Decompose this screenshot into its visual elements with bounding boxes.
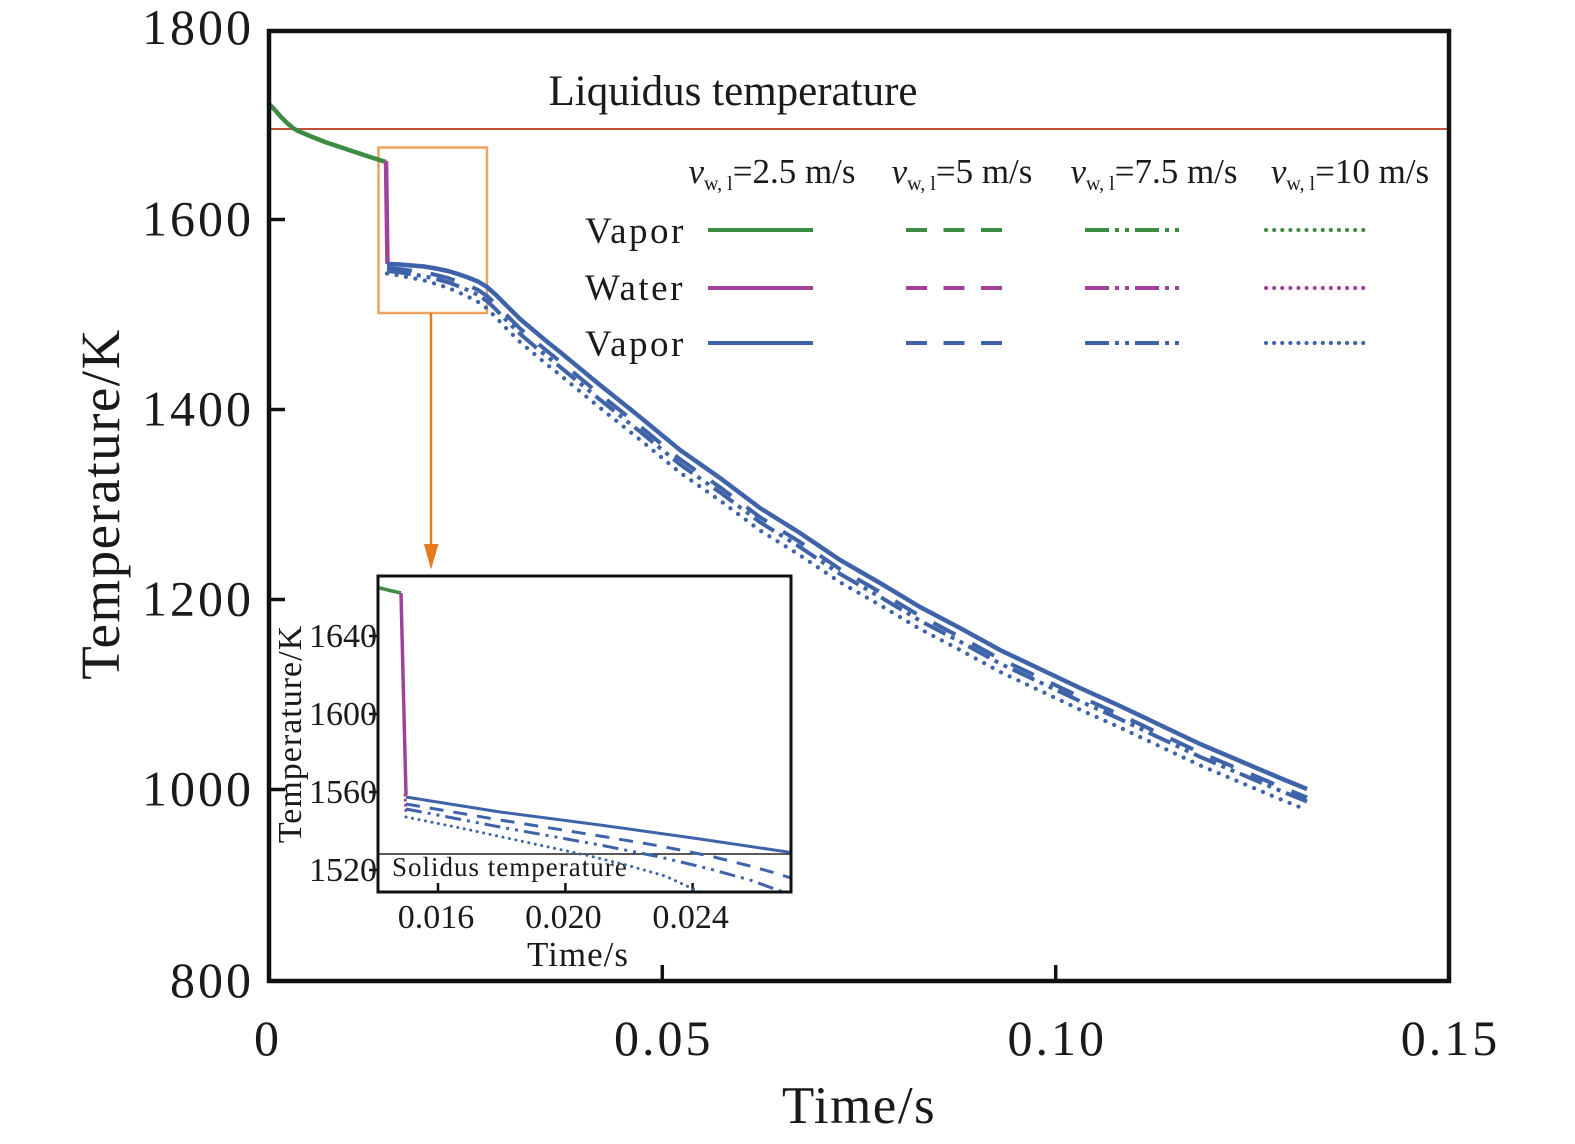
svg-text:Water: Water — [585, 268, 685, 309]
svg-text:1400: 1400 — [142, 381, 254, 437]
svg-text:0.05: 0.05 — [614, 1010, 714, 1066]
svg-text:Solidus temperature: Solidus temperature — [392, 852, 628, 882]
svg-text:Temperature/K: Temperature/K — [272, 625, 309, 843]
svg-text:1800: 1800 — [142, 0, 254, 55]
svg-text:Temperature/K: Temperature/K — [70, 328, 131, 680]
svg-text:1520: 1520 — [309, 852, 377, 889]
svg-text:1200: 1200 — [142, 571, 254, 627]
svg-text:Liquidus temperature: Liquidus temperature — [549, 68, 918, 115]
svg-text:vw, l=7.5 m/s: vw, l=7.5 m/s — [1070, 152, 1237, 195]
svg-text:Vapor: Vapor — [585, 211, 686, 252]
svg-text:0.10: 0.10 — [1007, 1010, 1107, 1066]
svg-text:1560: 1560 — [309, 774, 377, 811]
svg-text:vw, l=5 m/s: vw, l=5 m/s — [892, 152, 1033, 195]
svg-text:vw, l=10 m/s: vw, l=10 m/s — [1271, 152, 1429, 195]
svg-text:Time/s: Time/s — [527, 935, 629, 974]
svg-text:0: 0 — [254, 1010, 282, 1066]
svg-text:1600: 1600 — [142, 191, 254, 247]
svg-text:Time/s: Time/s — [782, 1077, 936, 1135]
svg-text:1000: 1000 — [142, 761, 254, 817]
svg-text:vw, l=2.5 m/s: vw, l=2.5 m/s — [688, 152, 855, 195]
svg-text:800: 800 — [170, 952, 254, 1008]
svg-text:0.016: 0.016 — [398, 899, 475, 936]
svg-text:1600: 1600 — [309, 696, 377, 733]
svg-text:1640: 1640 — [309, 618, 377, 655]
svg-text:Vapor: Vapor — [585, 324, 686, 365]
svg-text:0.15: 0.15 — [1401, 1010, 1501, 1066]
svg-text:0.024: 0.024 — [652, 899, 729, 936]
svg-text:0.020: 0.020 — [525, 899, 602, 936]
